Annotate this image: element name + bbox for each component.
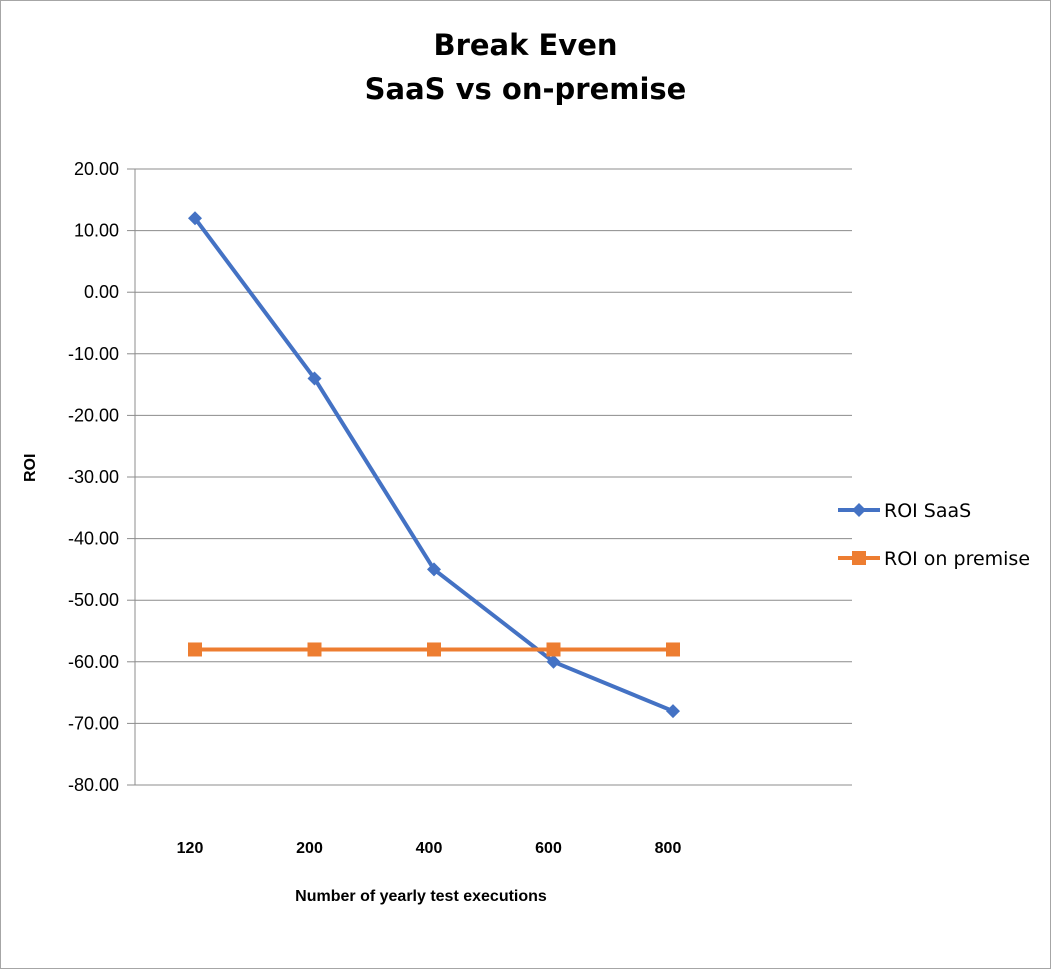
data-point-diamond xyxy=(307,371,322,386)
y-tick-label: 20.00 xyxy=(74,159,119,179)
x-tick-label: 120 xyxy=(177,840,204,857)
legend-label-1: ROI on premise xyxy=(884,548,1030,570)
x-tick-label: 200 xyxy=(296,840,323,857)
y-tick-label: 0.00 xyxy=(84,282,119,302)
y-tick-label: 10.00 xyxy=(74,221,119,241)
y-tick-label: -80.00 xyxy=(68,775,119,795)
data-point-diamond xyxy=(427,562,441,577)
data-point-square xyxy=(307,642,322,657)
legend-marker-diamond xyxy=(852,503,866,517)
y-tick-label: -20.00 xyxy=(68,405,119,425)
legend-label-0: ROI SaaS xyxy=(884,500,971,522)
y-tick-label: -50.00 xyxy=(68,590,119,610)
chart-title: Break Even xyxy=(433,28,618,62)
data-point-square xyxy=(427,642,441,657)
x-axis-label: Number of yearly test executions xyxy=(295,888,547,905)
x-tick-label: 400 xyxy=(416,840,443,857)
chart-subtitle: SaaS vs on-premise xyxy=(364,72,687,106)
data-point-diamond xyxy=(546,654,561,669)
data-point-square xyxy=(666,642,680,657)
y-tick-label: -10.00 xyxy=(68,344,119,364)
y-tick-label: -40.00 xyxy=(68,529,119,549)
data-point-diamond xyxy=(666,704,680,719)
data-point-square xyxy=(188,642,202,657)
y-tick-label: -30.00 xyxy=(68,467,119,487)
legend-marker-square xyxy=(852,551,866,565)
y-tick-label: -60.00 xyxy=(68,652,119,672)
y-tick-label: -70.00 xyxy=(68,713,119,733)
x-tick-label: 600 xyxy=(535,840,562,857)
data-point-square xyxy=(546,642,561,657)
data-point-diamond xyxy=(188,211,202,226)
x-tick-label: 800 xyxy=(655,840,682,857)
